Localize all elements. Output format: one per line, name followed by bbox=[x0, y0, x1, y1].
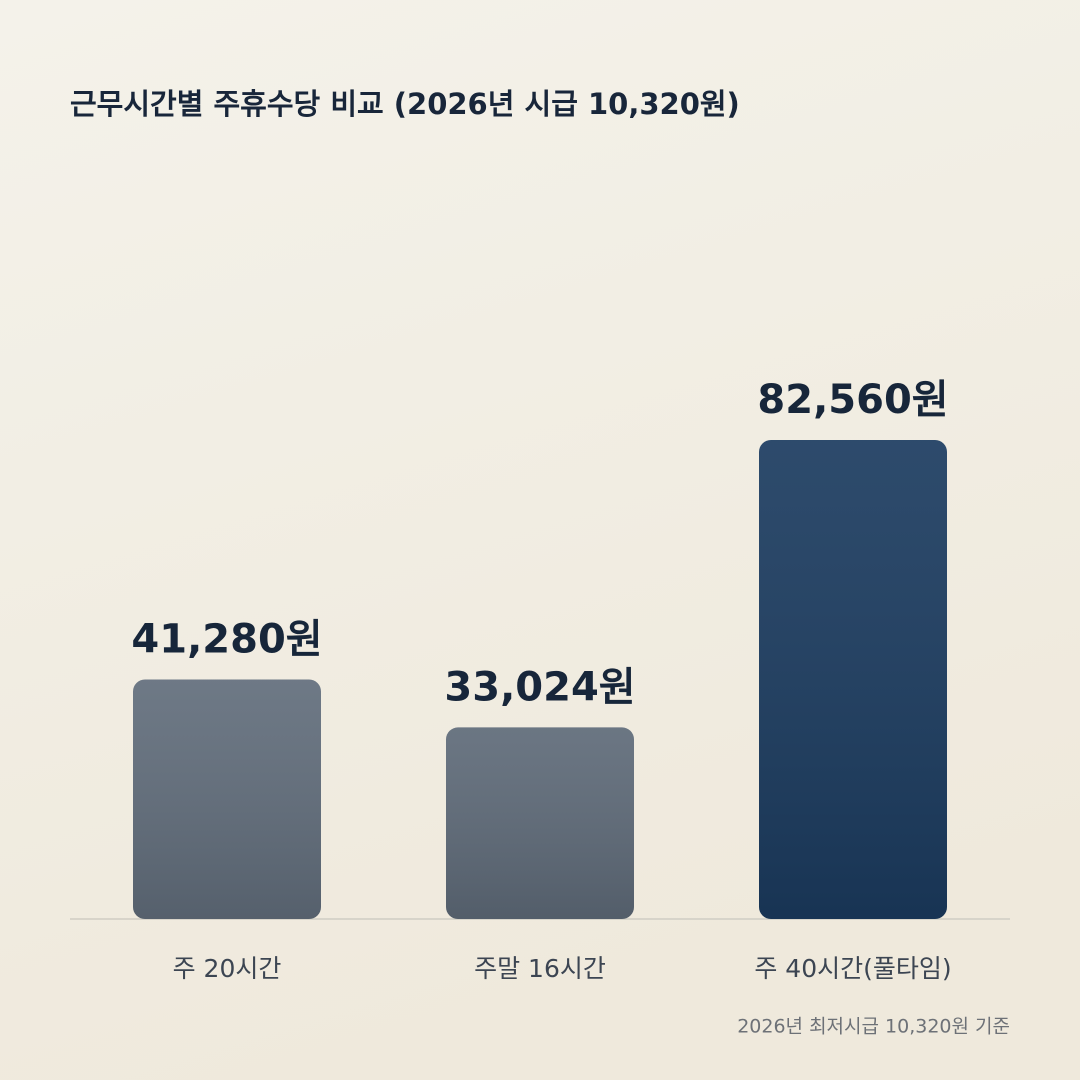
bar bbox=[446, 727, 634, 919]
x-tick-label: 주 20시간 bbox=[173, 954, 282, 983]
value-label: 33,024원 bbox=[444, 664, 635, 710]
x-tick-label: 주 40시간(풀타임) bbox=[754, 954, 951, 983]
value-label: 82,560원 bbox=[757, 377, 948, 423]
bar bbox=[759, 440, 947, 919]
bar bbox=[133, 679, 321, 919]
chart-title: 근무시간별 주휴수당 비교 (2026년 시급 10,320원) bbox=[70, 87, 740, 121]
note: 2026년 최저시급 10,320원 기준 bbox=[737, 1016, 1010, 1038]
value-label: 41,280원 bbox=[131, 617, 322, 663]
x-tick-label: 주말 16시간 bbox=[474, 954, 606, 983]
